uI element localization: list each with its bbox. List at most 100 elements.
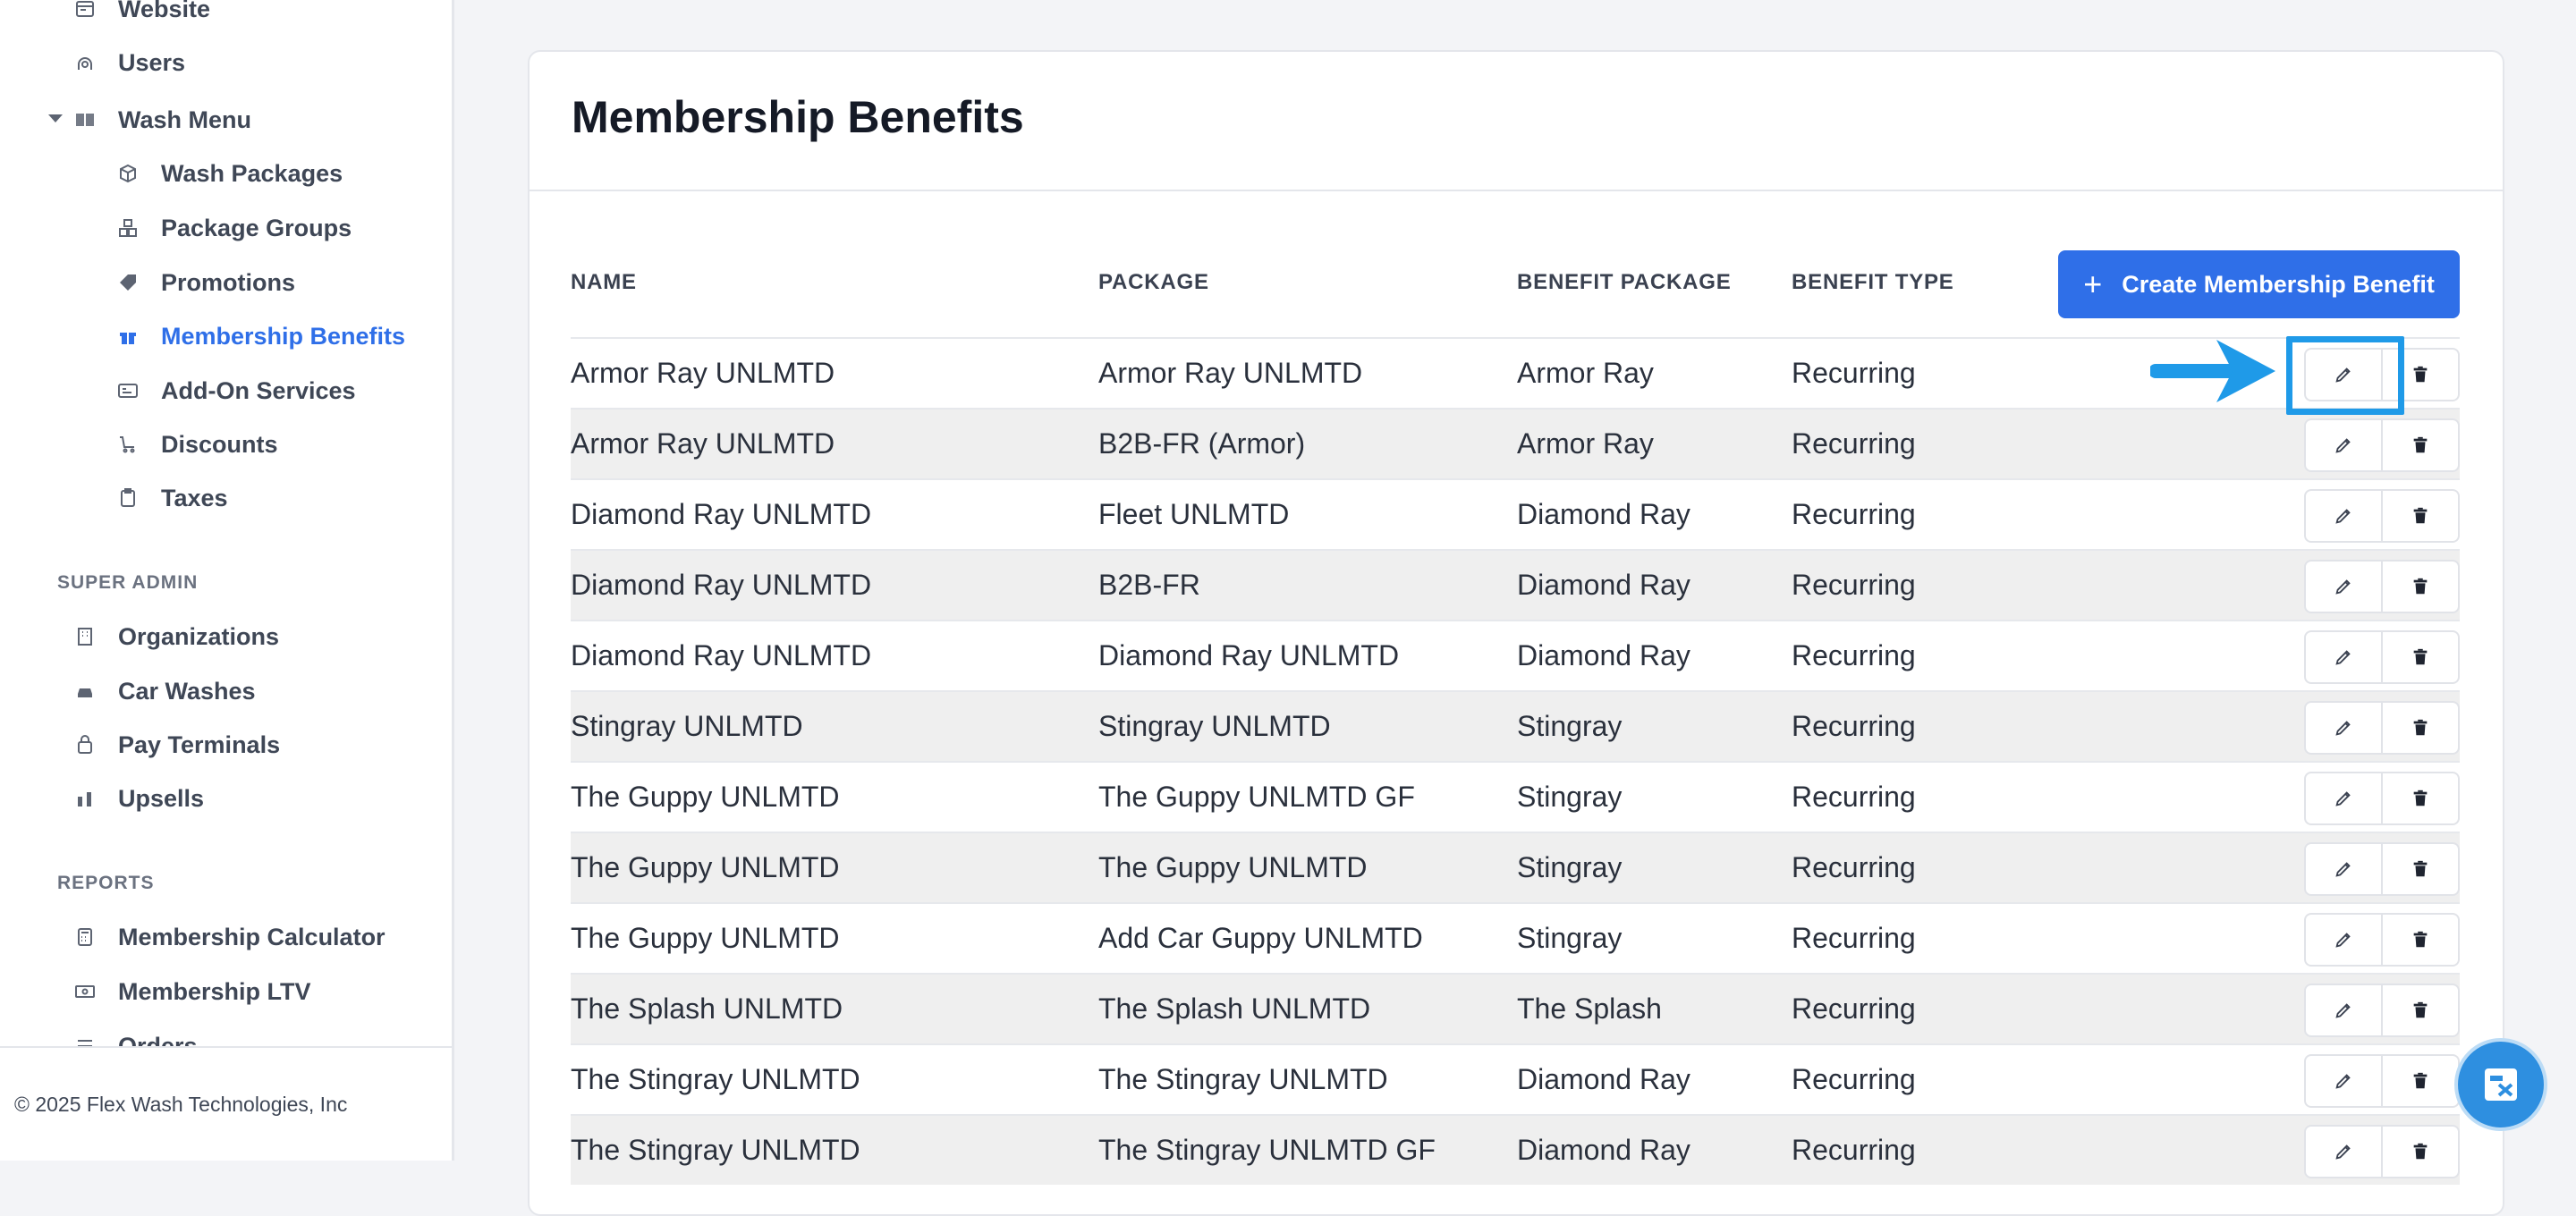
cell-name: Armor Ray UNLMTD <box>571 357 835 389</box>
sidebar-item-users[interactable]: Users <box>73 45 185 80</box>
cell-benefit-package: Diamond Ray <box>1517 498 1690 530</box>
cubes-icon <box>116 216 140 240</box>
book-icon <box>73 108 97 131</box>
sidebar-item-promotions[interactable]: Promotions <box>116 265 295 300</box>
sidebar-item-membership-benefits[interactable]: Membership Benefits <box>116 318 405 354</box>
delete-button[interactable] <box>2383 348 2460 401</box>
pencil-icon <box>2335 791 2351 806</box>
cell-name: Armor Ray UNLMTD <box>571 427 835 460</box>
chevron-down-icon[interactable] <box>48 114 63 122</box>
cell-package: Add Car Guppy UNLMTD <box>1098 922 1423 954</box>
money-icon <box>73 980 97 1003</box>
trash-icon <box>2413 719 2428 736</box>
table-row: The Guppy UNLMTD Add Car Guppy UNLMTD Stin… <box>571 902 2460 973</box>
delete-button[interactable] <box>2383 913 2460 967</box>
cell-benefit-type: Recurring <box>1792 498 1916 530</box>
delete-button[interactable] <box>2383 560 2460 613</box>
cell-package: Stingray UNLMTD <box>1098 710 1331 742</box>
sidebar-footer: © 2025 Flex Wash Technologies, Inc <box>0 1046 452 1161</box>
pencil-icon <box>2335 579 2351 595</box>
table-row: Armor Ray UNLMTD Armor Ray UNLMTD Armor Ra… <box>571 337 2460 408</box>
delete-button[interactable] <box>2383 630 2460 684</box>
trash-icon <box>2413 860 2428 877</box>
cell-package: The Stingray UNLMTD <box>1098 1063 1388 1095</box>
sidebar-item-add-on-services[interactable]: Add-On Services <box>116 373 356 409</box>
cell-benefit-package: Diamond Ray <box>1517 639 1690 671</box>
edit-button[interactable] <box>2304 560 2383 613</box>
sidebar-item-label: Organizations <box>118 622 280 650</box>
delete-button[interactable] <box>2383 1054 2460 1108</box>
cell-name: Diamond Ray UNLMTD <box>571 498 872 530</box>
trash-icon <box>2413 507 2428 524</box>
sidebar-item-discounts[interactable]: Discounts <box>116 426 278 462</box>
cell-benefit-package: Diamond Ray <box>1517 1134 1690 1166</box>
sidebar-item-membership-ltv[interactable]: Membership LTV <box>73 974 311 1009</box>
sidebar-item-organizations[interactable]: Organizations <box>73 619 279 654</box>
sidebar-item-membership-calculator[interactable]: Membership Calculator <box>73 919 386 955</box>
sidebar-item-website[interactable]: Website <box>73 0 210 27</box>
delete-button[interactable] <box>2383 489 2460 543</box>
edit-button[interactable] <box>2304 772 2383 825</box>
trash-icon <box>2413 1143 2428 1160</box>
cell-package: B2B-FR <box>1098 569 1200 601</box>
sidebar-item-wash-menu[interactable]: Wash Menu <box>73 102 251 138</box>
edit-button[interactable] <box>2304 984 2383 1037</box>
cell-package: B2B-FR (Armor) <box>1098 427 1306 460</box>
cell-name: The Guppy UNLMTD <box>571 922 840 954</box>
trash-icon <box>2413 436 2428 453</box>
edit-button[interactable] <box>2304 348 2383 401</box>
delete-button[interactable] <box>2383 842 2460 896</box>
edit-button[interactable] <box>2304 842 2383 896</box>
pencil-icon <box>2335 933 2351 948</box>
sidebar-item-label: Wash Menu <box>118 106 252 133</box>
sidebar-item-car-washes[interactable]: Car Washes <box>73 673 256 709</box>
edit-button[interactable] <box>2304 489 2383 543</box>
delete-button[interactable] <box>2383 1125 2460 1178</box>
cell-benefit-package: Diamond Ray <box>1517 1063 1690 1095</box>
upsell-icon <box>73 787 97 810</box>
sidebar-item-label: Promotions <box>161 268 296 296</box>
cell-benefit-type: Recurring <box>1792 851 1916 883</box>
sidebar-item-pay-terminals[interactable]: Pay Terminals <box>73 727 280 763</box>
column-header-benefit-type: BENEFIT TYPE <box>1792 270 1954 294</box>
row-actions <box>2304 913 2460 967</box>
sidebar-item-wash-packages[interactable]: Wash Packages <box>116 156 343 191</box>
edit-button[interactable] <box>2304 701 2383 755</box>
cube-icon <box>116 162 140 185</box>
cell-benefit-package: Armor Ray <box>1517 357 1654 389</box>
section-label-super-admin: SUPER ADMIN <box>57 572 199 593</box>
sidebar-item-upsells[interactable]: Upsells <box>73 781 204 816</box>
row-actions <box>2304 1054 2460 1108</box>
sidebar-item-taxes[interactable]: Taxes <box>116 480 228 516</box>
pencil-icon <box>2335 438 2351 453</box>
row-actions <box>2304 630 2460 684</box>
card-icon <box>116 379 140 402</box>
table-row: The Guppy UNLMTD The Guppy UNLMTD Stingray… <box>571 832 2460 902</box>
pencil-icon <box>2335 862 2351 877</box>
column-header-benefit-package: BENEFIT PACKAGE <box>1517 270 1732 294</box>
pencil-icon <box>2335 1074 2351 1089</box>
cell-name: Stingray UNLMTD <box>571 710 803 742</box>
sidebar-item-label: Upsells <box>118 784 205 812</box>
create-membership-benefit-button[interactable]: + Create Membership Benefit <box>2058 250 2460 318</box>
edit-button[interactable] <box>2304 1054 2383 1108</box>
cell-benefit-package: Armor Ray <box>1517 427 1654 460</box>
delete-button[interactable] <box>2383 984 2460 1037</box>
pencil-icon <box>2335 650 2351 665</box>
cell-package: The Guppy UNLMTD <box>1098 851 1368 883</box>
delete-button[interactable] <box>2383 701 2460 755</box>
delete-button[interactable] <box>2383 418 2460 472</box>
cell-package: The Guppy UNLMTD GF <box>1098 781 1415 813</box>
table-row: Stingray UNLMTD Stingray UNLMTD Stingray Re… <box>571 690 2460 761</box>
row-actions <box>2304 842 2460 896</box>
sidebar-item-label: Users <box>118 48 186 76</box>
delete-button[interactable] <box>2383 772 2460 825</box>
cell-benefit-type: Recurring <box>1792 710 1916 742</box>
edit-button[interactable] <box>2304 418 2383 472</box>
sidebar-item-package-groups[interactable]: Package Groups <box>116 210 352 246</box>
edit-button[interactable] <box>2304 913 2383 967</box>
sidebar-item-label: Package Groups <box>161 214 352 241</box>
edit-button[interactable] <box>2304 630 2383 684</box>
help-button[interactable] <box>2454 1038 2547 1131</box>
edit-button[interactable] <box>2304 1125 2383 1178</box>
